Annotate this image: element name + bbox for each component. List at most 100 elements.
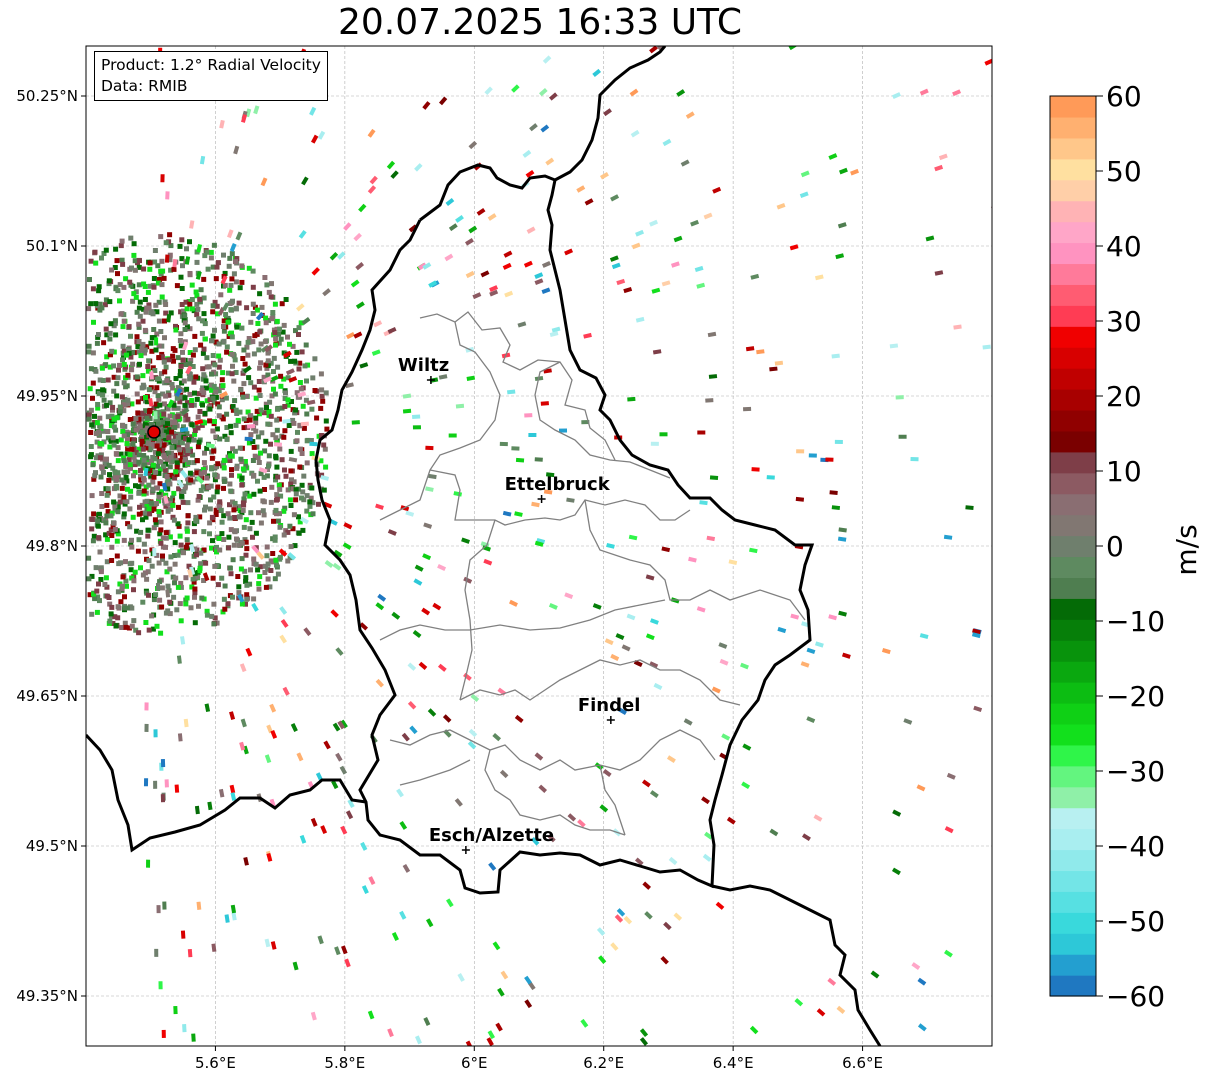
echo-pixel: [256, 510, 261, 516]
echo-pixel: [308, 495, 314, 501]
echo-pixel: [269, 484, 275, 490]
echo-pixel: [179, 380, 185, 386]
echo-pixel: [135, 399, 141, 405]
echo-pixel: [184, 386, 190, 392]
echo-gate: [310, 1011, 317, 1021]
echo-pixel: [210, 264, 216, 270]
echo-pixel: [153, 469, 159, 475]
echo-pixel: [261, 474, 267, 480]
echo-pixel: [184, 528, 190, 534]
echo-pixel: [210, 303, 216, 309]
echo-pixel: [149, 613, 155, 619]
echo-pixel: [94, 340, 100, 346]
echo-pixel: [121, 380, 127, 386]
echo-pixel: [89, 526, 95, 532]
echo-gate: [402, 408, 412, 414]
echo-pixel: [161, 452, 167, 458]
echo-pixel: [301, 425, 307, 431]
echo-pixel: [100, 428, 106, 434]
echo-pixel: [209, 455, 215, 461]
echo-pixel: [153, 401, 159, 407]
echo-gate: [726, 816, 736, 825]
echo-pixel: [180, 263, 185, 269]
echo-pixel: [120, 357, 125, 363]
echo-pixel: [178, 618, 184, 624]
echo-pixel: [177, 368, 183, 374]
echo-pixel: [145, 425, 151, 431]
echo-pixel: [142, 421, 148, 427]
echo-gate: [530, 837, 540, 846]
echo-gate: [644, 911, 653, 920]
echo-pixel: [307, 503, 313, 509]
echo-pixel: [128, 333, 133, 339]
echo-gate: [540, 124, 550, 133]
echo-gate: [463, 576, 473, 584]
echo-pixel: [149, 547, 155, 553]
echo-pixel: [198, 287, 204, 293]
radar-site-marker[interactable]: [147, 425, 161, 439]
echo-pixel: [193, 514, 199, 520]
echo-pixel: [161, 359, 167, 365]
echo-pixel: [257, 393, 263, 398]
echo-pixel: [303, 397, 309, 403]
echo-pixel: [251, 473, 256, 479]
echo-pixel: [192, 570, 198, 576]
echo-pixel: [160, 535, 166, 541]
echo-pixel: [167, 566, 173, 572]
echo-pixel: [206, 364, 212, 370]
echo-pixel: [163, 492, 169, 498]
echo-gate: [375, 678, 384, 688]
echo-pixel: [119, 257, 125, 263]
echo-pixel: [123, 559, 128, 565]
echo-pixel: [133, 450, 139, 456]
echo-pixel: [117, 404, 123, 410]
echo-pixel: [159, 354, 165, 360]
echo-pixel: [104, 461, 109, 467]
echo-pixel: [146, 558, 152, 564]
echo-pixel: [216, 341, 222, 347]
echo-pixel: [274, 464, 280, 470]
echo-pixel: [163, 530, 169, 536]
echo-pixel: [121, 480, 127, 486]
echo-pixel: [235, 417, 241, 423]
echo-pixel: [98, 474, 104, 480]
echo-gate: [799, 191, 809, 198]
echo-pixel: [204, 249, 210, 255]
echo-pixel: [265, 576, 271, 582]
echo-gate: [649, 661, 659, 669]
echo-pixel: [247, 417, 253, 423]
echo-pixel: [129, 367, 135, 373]
echo-pixel: [146, 387, 152, 393]
echo-pixel: [178, 331, 184, 337]
echo-gate: [488, 862, 497, 871]
echo-pixel: [179, 256, 185, 262]
echo-pixel: [237, 445, 243, 451]
echo-pixel: [172, 347, 178, 353]
echo-pixel: [91, 476, 97, 482]
echo-pixel: [107, 336, 113, 342]
echo-pixel: [259, 304, 265, 310]
echo-pixel: [304, 493, 310, 499]
echo-pixel: [147, 416, 153, 421]
echo-gate: [794, 998, 804, 1007]
echo-pixel: [183, 544, 189, 550]
product-label: Product: 1.2° Radial Velocity: [101, 56, 321, 74]
echo-gate: [260, 177, 268, 187]
echo-pixel: [157, 531, 163, 537]
echo-pixel: [251, 351, 257, 357]
echo-pixel: [140, 318, 146, 324]
echo-pixel: [170, 353, 176, 359]
echo-pixel: [96, 535, 102, 541]
colorbar-tick-label: 40: [1106, 230, 1142, 263]
echo-pixel: [179, 493, 185, 499]
echo-pixel: [279, 405, 285, 411]
echo-pixel: [158, 268, 164, 274]
echo-gate: [361, 885, 369, 895]
echo-pixel: [177, 458, 183, 464]
echo-pixel: [139, 502, 145, 508]
echo-pixel: [236, 584, 242, 590]
echo-pixel: [188, 358, 194, 363]
colorbar-segment: [1050, 263, 1096, 285]
echo-pixel: [115, 271, 120, 277]
echo-pixel: [265, 350, 271, 356]
